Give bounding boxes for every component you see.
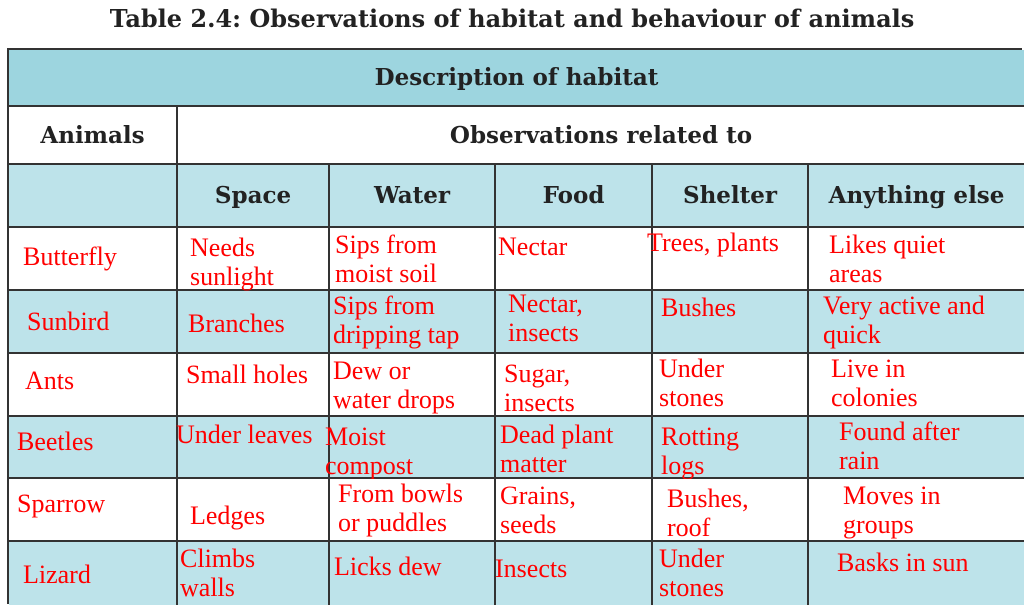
habitat-observations-table: Description of habitat Animals Observati…	[7, 48, 1024, 605]
observation-food: Dead plant matter	[500, 420, 614, 478]
observation-food: Nectar	[498, 232, 568, 261]
table-cell: Licks dew	[330, 542, 496, 605]
column-header-space: Space	[178, 165, 330, 228]
animal-name: Sunbird	[27, 307, 110, 336]
table-cell: Dew or water drops	[330, 354, 496, 417]
observation-water: Sips from dripping tap	[333, 291, 460, 349]
table-cell: Ants	[9, 354, 178, 417]
observation-shelter: Under stones	[659, 354, 724, 412]
observation-water: Sips from moist soil	[335, 230, 437, 288]
table-cell: Sips from dripping tap	[330, 291, 496, 354]
observation-water: From bowls or puddles	[338, 479, 463, 537]
table-cell: Small holes	[178, 354, 330, 417]
observation-space: Ledges	[190, 501, 266, 530]
observation-space: Climbs walls	[180, 544, 256, 602]
table-cell: Rotting logs	[653, 417, 809, 480]
observation-anything-else: Likes quiet areas	[829, 230, 946, 288]
observation-anything-else: Moves in groups	[843, 481, 941, 539]
table-cell: Nectar, insects	[496, 289, 653, 354]
observation-space: Small holes	[186, 360, 309, 389]
table-cell: Bushes, roof	[653, 479, 809, 542]
table-cell: Very active and quick	[809, 291, 1024, 354]
table-cell: Sparrow	[9, 479, 178, 542]
table-cell: Needs sunlight	[178, 228, 330, 291]
table-cell: Beetles	[9, 417, 178, 479]
table-cell: Moist compost	[325, 417, 496, 480]
table-banner: Description of habitat	[9, 50, 1024, 107]
table-cell: Under leaves	[176, 417, 330, 479]
table-cell: Ledges	[178, 479, 330, 542]
observation-water: Licks dew	[334, 552, 442, 581]
table-cell: Bushes	[653, 291, 809, 354]
table-cell: Branches	[178, 291, 330, 354]
column-header-shelter: Shelter	[653, 165, 809, 228]
observation-shelter: Rotting logs	[661, 422, 740, 480]
animal-name: Lizard	[23, 560, 91, 589]
observation-shelter: Bushes	[661, 293, 737, 322]
observation-shelter: Under stones	[659, 544, 724, 602]
table-cell: Butterfly	[9, 228, 178, 291]
table-cell: Likes quiet areas	[809, 228, 1024, 291]
table-cell: Basks in sun	[809, 542, 1024, 605]
observation-food: Nectar, insects	[508, 289, 583, 347]
table-cell: Live in colonies	[809, 354, 1024, 417]
column-header-water: Water	[330, 165, 496, 228]
observation-space: Branches	[188, 309, 285, 338]
animal-name: Butterfly	[23, 242, 117, 271]
observation-shelter: Bushes, roof	[667, 484, 749, 542]
animal-name: Beetles	[17, 427, 94, 456]
blank-header-cell	[9, 165, 178, 228]
table-cell: Under stones	[653, 354, 809, 417]
table-cell: Lizard	[9, 542, 178, 605]
table-cell: Insects	[495, 542, 653, 605]
table-cell: Trees, plants	[647, 228, 809, 291]
observation-water: Dew or water drops	[333, 356, 456, 414]
table-title: Table 2.4: Observations of habitat and b…	[109, 4, 915, 33]
animals-header: Animals	[9, 107, 178, 165]
table-cell: Under stones	[653, 542, 809, 605]
table-cell: Sunbird	[9, 291, 178, 354]
table-cell: Grains, seeds	[496, 479, 653, 542]
observation-anything-else: Found after rain	[839, 417, 960, 475]
table-cell: Found after rain	[809, 417, 1024, 479]
observation-space: Under leaves	[176, 420, 313, 449]
observation-water: Moist compost	[325, 422, 414, 480]
observations-header: Observations related to	[178, 107, 1024, 165]
animal-name: Ants	[25, 366, 75, 395]
table-cell: Moves in groups	[809, 479, 1024, 542]
table-cell: Sips from moist soil	[330, 228, 496, 291]
table-cell: Sugar, insects	[496, 354, 653, 417]
column-header-food: Food	[496, 165, 653, 228]
table-cell: Climbs walls	[178, 542, 330, 605]
table-cell: Dead plant matter	[496, 417, 653, 479]
observation-anything-else: Very active and quick	[823, 291, 985, 349]
observation-anything-else: Live in colonies	[831, 354, 918, 412]
observation-food: Insects	[495, 554, 568, 583]
observation-food: Sugar, insects	[504, 359, 575, 417]
observation-food: Grains, seeds	[500, 481, 576, 539]
observation-anything-else: Basks in sun	[837, 548, 969, 577]
column-header-anything-else: Anything else	[809, 165, 1024, 228]
observation-shelter: Trees, plants	[647, 228, 779, 257]
observation-space: Needs sunlight	[190, 233, 274, 291]
table-cell: Nectar	[496, 228, 653, 291]
table-cell: From bowls or puddles	[330, 479, 496, 542]
animal-name: Sparrow	[17, 489, 106, 518]
